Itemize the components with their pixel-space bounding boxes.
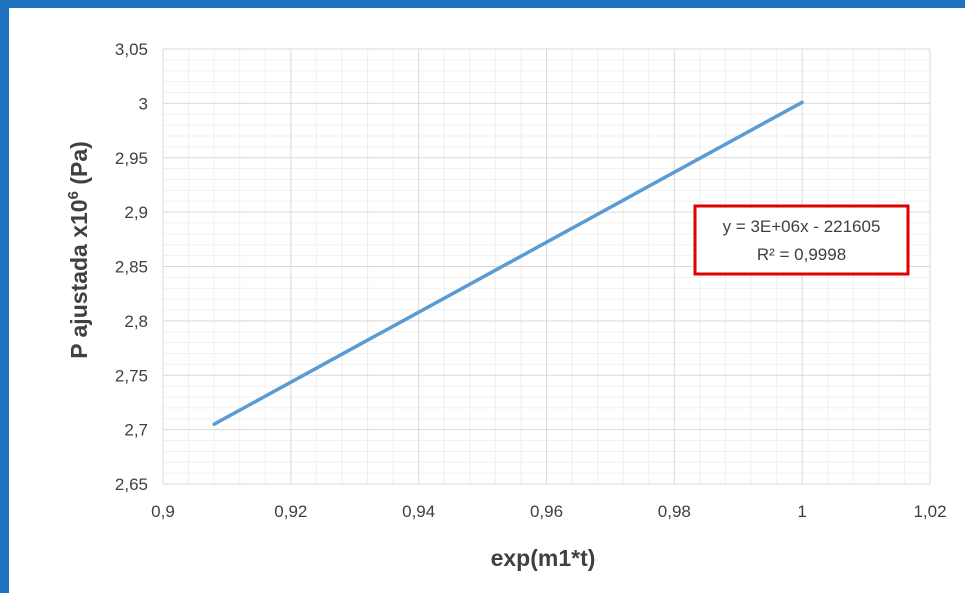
- x-tick-label: 0,92: [274, 502, 307, 521]
- y-tick-label: 3,05: [115, 40, 148, 59]
- x-tick-label: 1,02: [913, 502, 946, 521]
- trendline-equation: y = 3E+06x - 221605: [723, 217, 881, 236]
- trendline-annotation: y = 3E+06x - 221605 R² = 0,9998: [693, 204, 910, 276]
- major-grid: [162, 48, 931, 485]
- trendline-r-squared: R² = 0,9998: [757, 245, 846, 264]
- y-tick-label: 3: [139, 94, 148, 113]
- series-layer: [212, 100, 804, 426]
- y-tick-label: 2,7: [124, 421, 148, 440]
- x-tick-label: 0,9: [151, 502, 175, 521]
- y-tick-label: 2,65: [115, 475, 148, 494]
- series-line-0: [212, 100, 804, 426]
- y-tick-label: 2,85: [115, 258, 148, 277]
- y-tick-label: 2,8: [124, 312, 148, 331]
- chart-svg: 0,9 0,92 0,94 0,96 0,98 1 1,02 2,652,72,752,82…: [65, 40, 947, 571]
- x-tick-label: 0,94: [402, 502, 435, 521]
- x-axis-title: exp(m1*t): [491, 545, 596, 571]
- y-axis-title: P ajustada x106 (Pa): [65, 141, 92, 359]
- y-axis-title-suffix: (Pa): [66, 141, 92, 191]
- y-tick-label: 2,75: [115, 366, 148, 385]
- x-tick-labels: 0,9 0,92 0,94 0,96 0,98 1 1,02: [151, 502, 946, 521]
- x-tick-label: 1: [797, 502, 806, 521]
- y-tick-label: 2,9: [124, 203, 148, 222]
- y-axis-title-superscript: 6: [65, 191, 82, 199]
- trendline-annotation-box: [693, 204, 910, 276]
- y-tick-label: 2,95: [115, 149, 148, 168]
- x-tick-label: 0,96: [530, 502, 563, 521]
- y-axis-title-prefix: P ajustada x10: [66, 199, 92, 358]
- y-tick-labels: 2,65 2,7 2,75 2,8 2,85 2,9 2,95 3 3,05: [115, 40, 148, 494]
- x-tick-label: 0,98: [658, 502, 691, 521]
